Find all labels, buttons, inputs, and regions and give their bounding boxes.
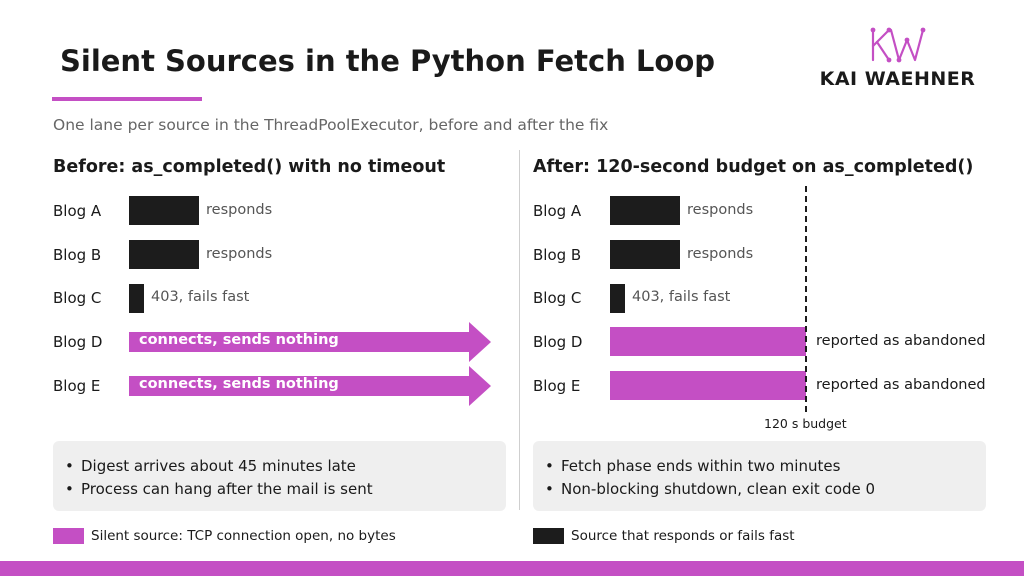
after-note-blog-d: reported as abandoned	[816, 333, 986, 349]
before-lane-label-d: Blog D	[53, 333, 103, 351]
after-note-blog-c: 403, fails fast	[632, 289, 731, 305]
before-lane-label-a: Blog A	[53, 202, 102, 220]
before-note-blog-c: 403, fails fast	[151, 289, 250, 305]
logo-wordmark: KAI WAEHNER	[819, 68, 976, 90]
before-arrow-blog-e: connects, sends nothing	[129, 366, 491, 406]
before-note-blog-d: connects, sends nothing	[139, 332, 339, 348]
before-bullet: • Digest arrives about 45 minutes late	[65, 457, 356, 475]
before-bar-blog-b	[129, 240, 199, 269]
legend-swatch-silent	[53, 528, 84, 544]
before-bar-blog-a	[129, 196, 199, 225]
legend-swatch-responds	[533, 528, 564, 544]
before-lane-label-c: Blog C	[53, 289, 102, 307]
before-arrow-blog-d: connects, sends nothing	[129, 322, 491, 362]
brand-logo: KAI WAEHNER	[810, 26, 985, 90]
after-bar-blog-c	[610, 284, 625, 313]
silent-arrow-icon	[129, 366, 491, 406]
after-bullet: • Non-blocking shutdown, clean exit code …	[545, 480, 876, 498]
after-lane-label-b: Blog B	[533, 246, 582, 264]
after-lane-label-e: Blog E	[533, 377, 581, 395]
after-bar-blog-d	[610, 327, 806, 356]
after-note-blog-a: responds	[687, 202, 754, 218]
after-bar-blog-a	[610, 196, 680, 225]
budget-label: 120 s budget	[764, 416, 847, 431]
after-bar-blog-e	[610, 371, 806, 400]
page-title: Silent Sources in the Python Fetch Loop	[60, 44, 716, 78]
legend-label-silent: Silent source: TCP connection open, no b…	[91, 528, 396, 544]
before-panel-title: Before: as_completed() with no timeout	[53, 157, 446, 177]
before-lane-label-e: Blog E	[53, 377, 101, 395]
after-note-blog-e: reported as abandoned	[816, 377, 986, 393]
after-lane-label-c: Blog C	[533, 289, 582, 307]
panel-divider	[519, 150, 520, 510]
before-bar-blog-c	[129, 284, 144, 313]
before-note-blog-e: connects, sends nothing	[139, 376, 339, 392]
after-note-blog-b: responds	[687, 246, 754, 262]
before-bullet: • Process can hang after the mail is sent	[65, 480, 373, 498]
after-bar-blog-b	[610, 240, 680, 269]
after-panel-title: After: 120-second budget on as_completed…	[533, 157, 974, 177]
kw-monogram-icon	[870, 27, 926, 63]
after-callout: • Fetch phase ends within two minutes • No…	[533, 441, 986, 511]
title-underline	[52, 97, 202, 101]
before-callout: • Digest arrives about 45 minutes late • P…	[53, 441, 506, 511]
after-bullet: • Fetch phase ends within two minutes	[545, 457, 841, 475]
before-note-blog-a: responds	[206, 202, 273, 218]
after-lane-label-a: Blog A	[533, 202, 582, 220]
legend-label-responds: Source that responds or fails fast	[571, 528, 795, 544]
footer-accent-bar	[0, 561, 1024, 576]
before-note-blog-b: responds	[206, 246, 273, 262]
page-subtitle: One lane per source in the ThreadPoolExe…	[53, 116, 609, 134]
after-lane-label-d: Blog D	[533, 333, 583, 351]
before-lane-label-b: Blog B	[53, 246, 102, 264]
budget-cutoff-line	[805, 186, 807, 412]
silent-arrow-icon	[129, 322, 491, 362]
